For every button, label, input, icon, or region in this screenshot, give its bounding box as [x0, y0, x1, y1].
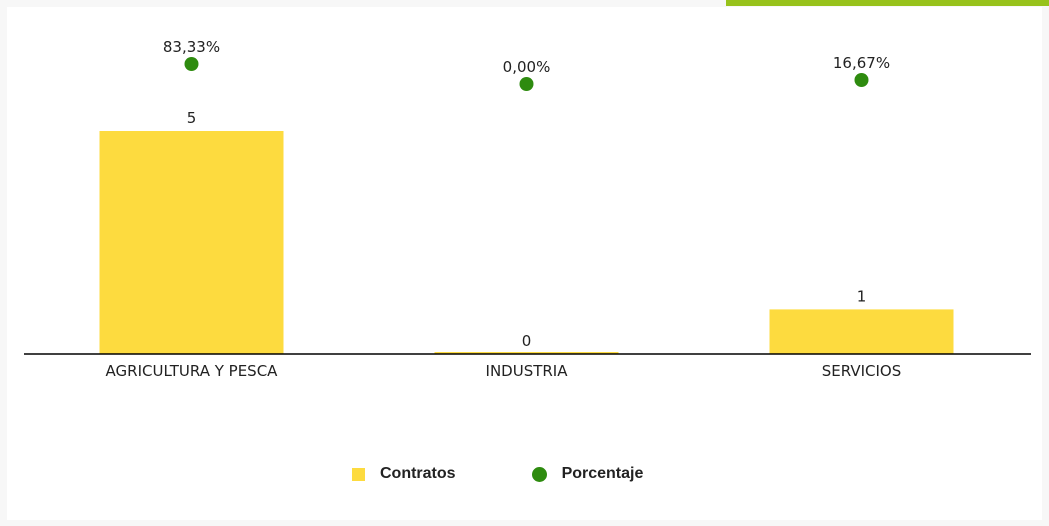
legend-swatch-porcentaje: [531, 466, 547, 482]
bar-3: [769, 309, 954, 354]
legend-label-contratos: Contratos: [380, 465, 456, 482]
percent-point-1: [184, 57, 199, 71]
bar-value-label-3: 1: [857, 287, 867, 305]
x-tick-label-3: SERVICIOS: [822, 362, 902, 380]
legend-item-contratos[interactable]: Contratos: [352, 465, 456, 483]
legend-label-porcentaje: Porcentaje: [561, 465, 644, 482]
percent-point-2: [519, 77, 534, 91]
legend: Contratos Porcentaje: [352, 465, 719, 483]
bar-1: [99, 131, 284, 354]
x-tick-label-2: INDUSTRIA: [486, 362, 569, 380]
bar-value-label-1: 5: [187, 109, 197, 127]
legend-swatch-contratos: [352, 467, 365, 481]
x-tick-label-1: AGRICULTURA Y PESCA: [106, 362, 279, 380]
bar-value-label-2: 0: [522, 332, 532, 350]
bar-2: [434, 352, 619, 354]
legend-item-porcentaje[interactable]: Porcentaje: [531, 465, 644, 483]
percent-label-2: 0,00%: [503, 58, 551, 76]
percent-label-1: 83,33%: [163, 38, 220, 56]
percent-label-3: 16,67%: [833, 54, 890, 72]
percent-point-3: [854, 72, 869, 87]
accent-bar: [726, 0, 1049, 6]
